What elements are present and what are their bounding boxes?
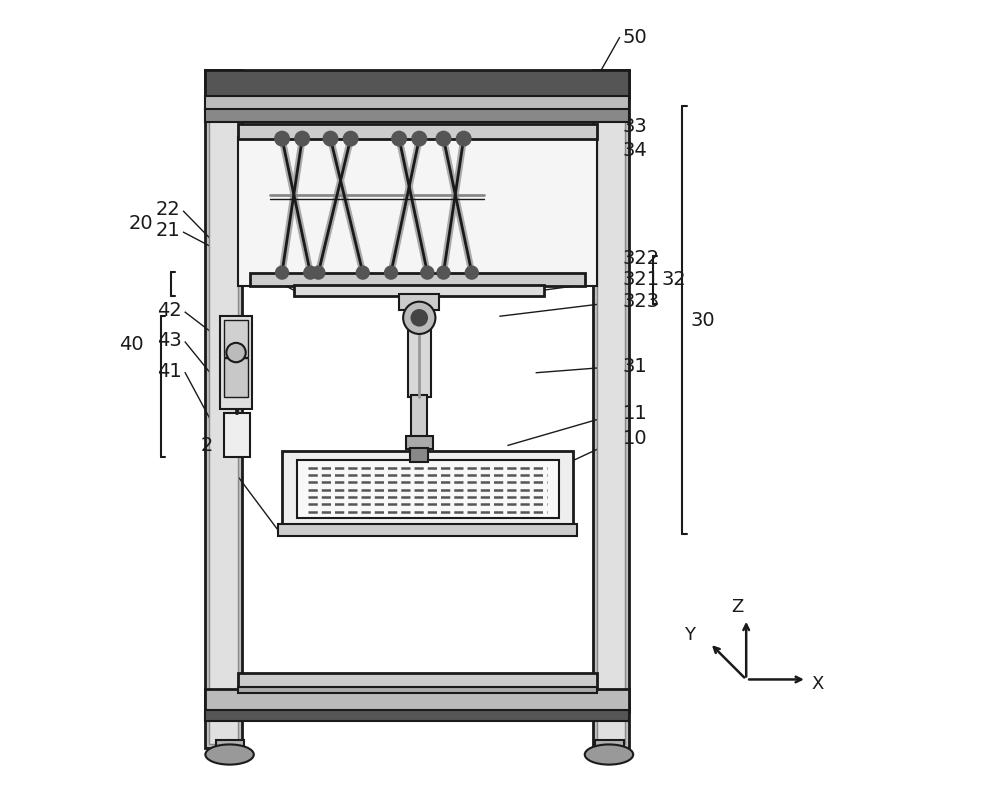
Circle shape (456, 131, 471, 146)
Bar (294, 285, 544, 296)
Bar (205, 109, 629, 122)
Bar (410, 448, 428, 462)
Text: Y: Y (684, 626, 695, 644)
Circle shape (437, 266, 450, 279)
Text: 50: 50 (623, 28, 647, 47)
Bar (238, 673, 597, 689)
Bar (209, 74, 238, 744)
Circle shape (312, 266, 325, 279)
Bar (224, 413, 250, 458)
Bar (224, 320, 248, 356)
Bar (205, 710, 629, 722)
Circle shape (412, 131, 427, 146)
Bar (593, 70, 629, 748)
Text: 33: 33 (623, 117, 647, 136)
Bar (238, 124, 597, 139)
Text: 321: 321 (623, 271, 660, 289)
Bar (411, 394, 427, 439)
Bar (216, 740, 244, 752)
Circle shape (343, 131, 358, 146)
Circle shape (465, 266, 478, 279)
Circle shape (304, 266, 317, 279)
Circle shape (421, 266, 434, 279)
Text: 11: 11 (623, 403, 647, 423)
Text: 21: 21 (156, 221, 180, 240)
Bar (238, 687, 597, 693)
Text: 34: 34 (623, 141, 647, 160)
Circle shape (436, 131, 451, 146)
Bar (282, 451, 573, 527)
Text: 323: 323 (623, 292, 660, 311)
Circle shape (276, 266, 289, 279)
Text: 22: 22 (156, 200, 180, 220)
Text: Z: Z (732, 599, 744, 616)
Text: 31: 31 (623, 356, 647, 376)
Circle shape (295, 131, 309, 146)
Circle shape (356, 266, 369, 279)
Text: 322: 322 (623, 249, 660, 267)
Text: X: X (812, 676, 824, 693)
Bar (220, 316, 252, 409)
Bar (597, 74, 625, 744)
Text: 42: 42 (157, 301, 182, 320)
Text: 40: 40 (119, 335, 144, 354)
Bar (406, 437, 433, 450)
Circle shape (226, 343, 246, 362)
Bar (595, 740, 624, 752)
Bar (278, 524, 577, 535)
Bar (224, 358, 248, 397)
Circle shape (411, 309, 427, 326)
Bar (399, 293, 439, 309)
Bar (205, 689, 629, 712)
Text: 43: 43 (157, 331, 182, 350)
Text: 30: 30 (691, 311, 715, 330)
Text: 41: 41 (157, 361, 182, 381)
Text: 20: 20 (129, 214, 153, 233)
Circle shape (392, 131, 406, 146)
Bar (205, 70, 629, 98)
Circle shape (403, 301, 435, 334)
Ellipse shape (585, 744, 633, 765)
Circle shape (385, 266, 397, 279)
Bar (408, 296, 431, 397)
Bar (238, 137, 597, 286)
Circle shape (323, 131, 338, 146)
Bar (250, 273, 585, 286)
Bar (205, 96, 629, 110)
Bar (205, 70, 242, 748)
Text: 2: 2 (200, 436, 213, 455)
Text: 32: 32 (661, 271, 686, 289)
Bar (297, 460, 559, 518)
Text: 10: 10 (623, 429, 647, 449)
Ellipse shape (205, 744, 254, 765)
Circle shape (275, 131, 289, 146)
